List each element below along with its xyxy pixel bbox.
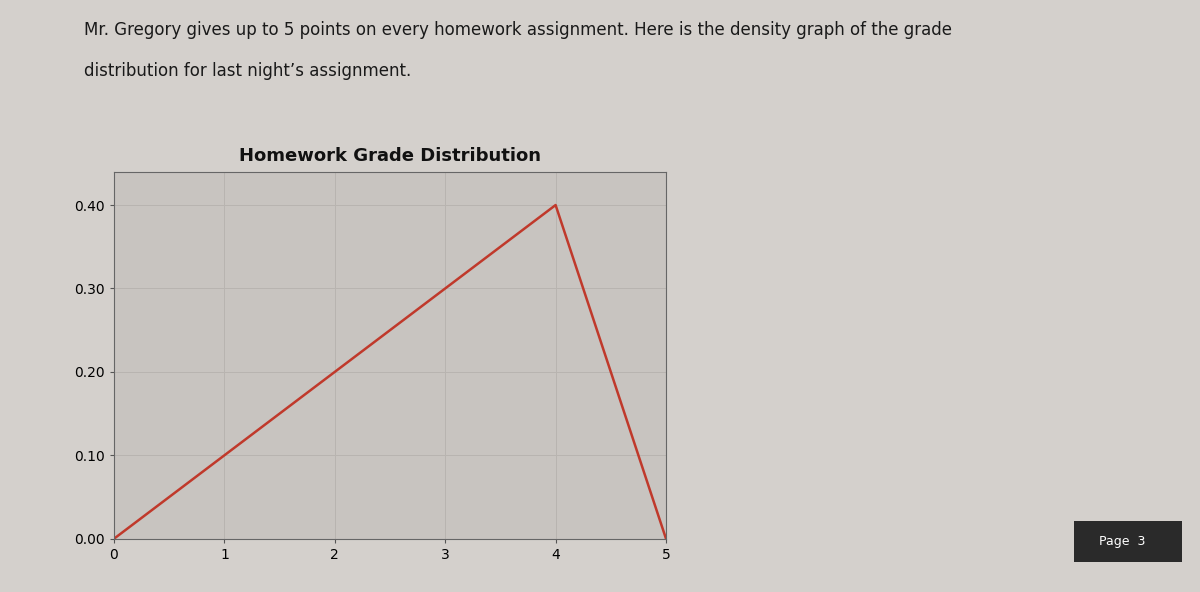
- Text: distribution for last night’s assignment.: distribution for last night’s assignment…: [84, 62, 412, 80]
- Text: Page  3: Page 3: [1099, 535, 1146, 548]
- Title: Homework Grade Distribution: Homework Grade Distribution: [239, 147, 541, 165]
- Text: Mr. Gregory gives up to 5 points on every homework assignment. Here is the densi: Mr. Gregory gives up to 5 points on ever…: [84, 21, 952, 38]
